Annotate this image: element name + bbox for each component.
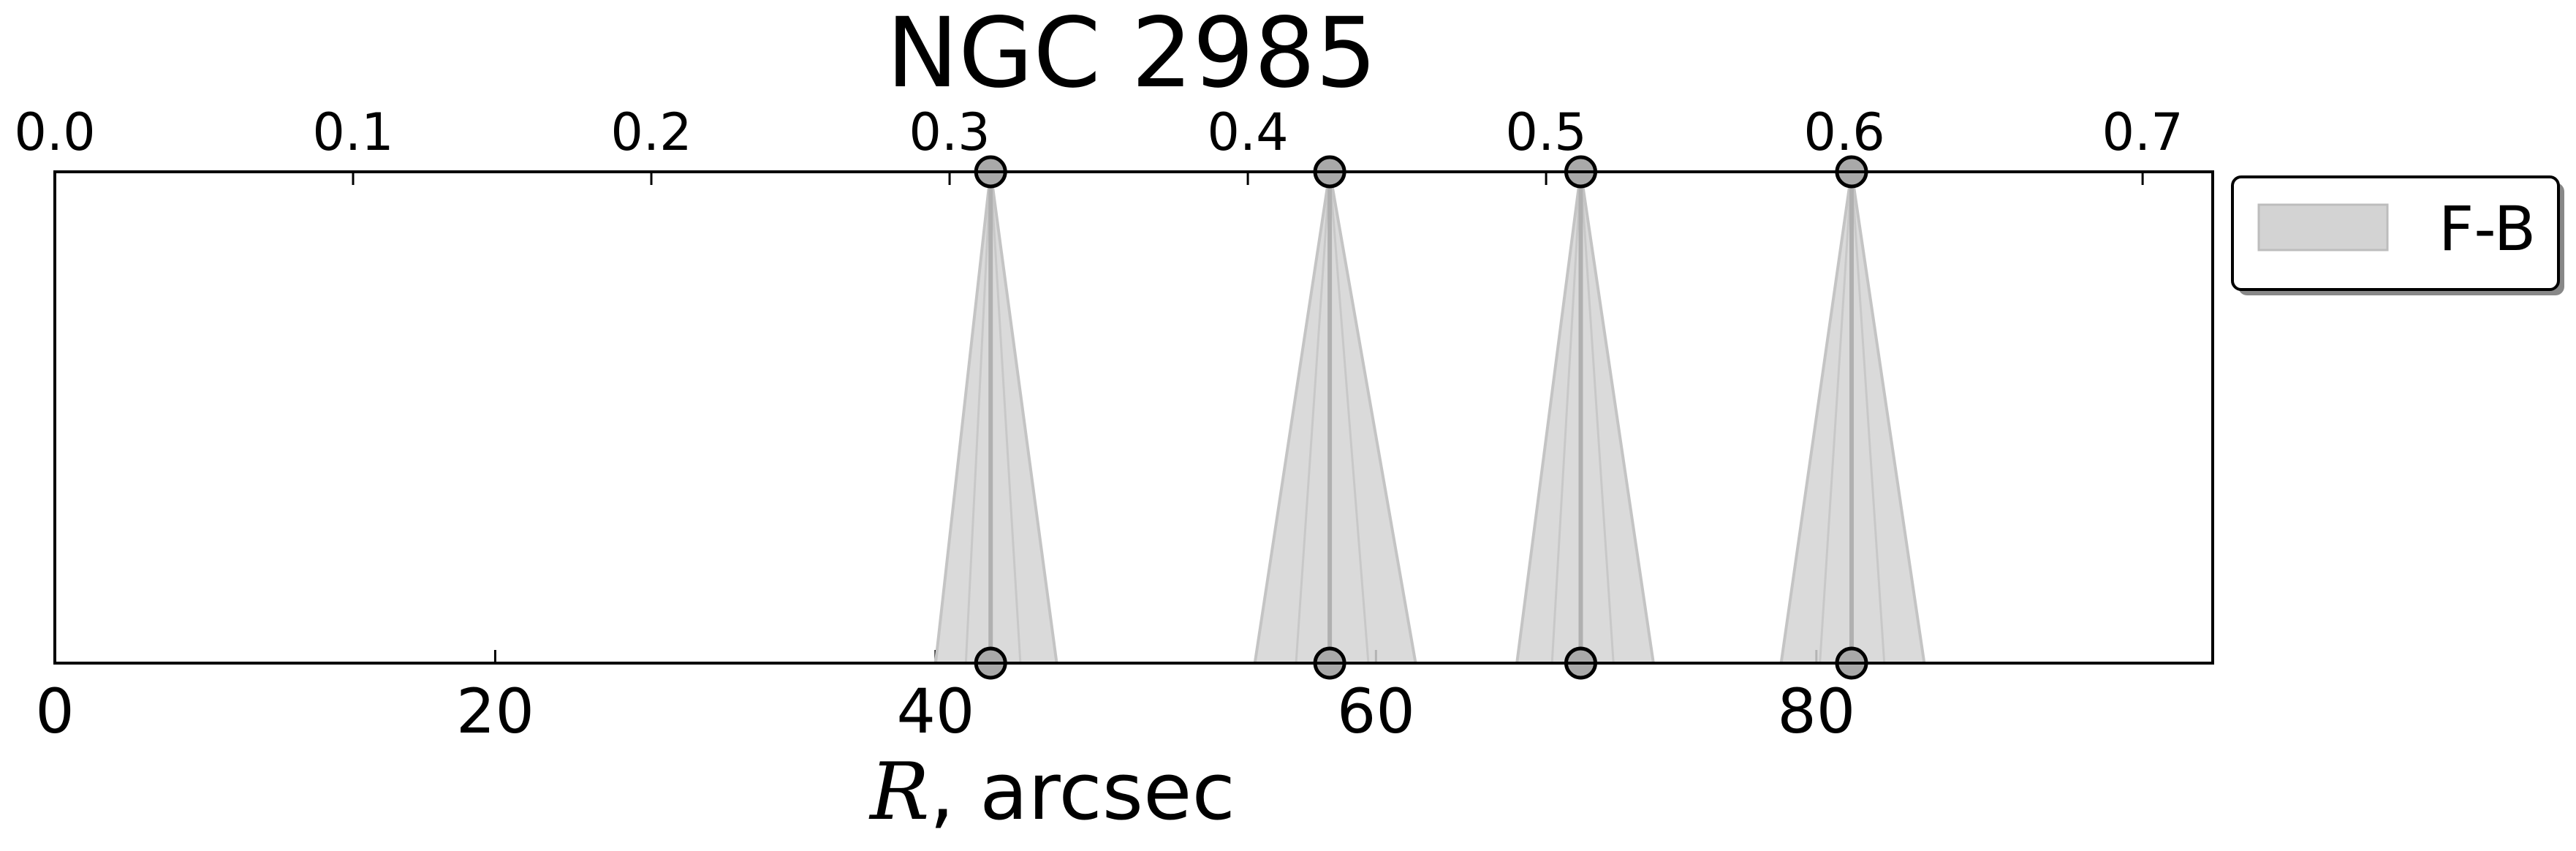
top-tick-label: 0.5 <box>1505 102 1586 162</box>
legend-label: F-B <box>2439 193 2536 265</box>
bottom-tick-label: 20 <box>456 676 534 747</box>
bottom-tick-label: 0 <box>35 676 74 747</box>
top-axis: 0.0 0.1 0.2 0.3 0.4 0.5 0.6 0.7 <box>14 102 2183 185</box>
top-tick-label: 0.1 <box>312 102 393 162</box>
chart-title: NGC 2985 <box>886 0 1376 110</box>
x-axis-label-symbol: R <box>868 746 929 838</box>
bottom-axis: 0 20 40 60 80 <box>35 650 1855 747</box>
x-axis-label: R, arcsec <box>868 746 1235 838</box>
x-axis-label-rest: , arcsec <box>929 746 1235 838</box>
bottom-tick-label: 80 <box>1777 676 1855 747</box>
top-tick-label: 0.4 <box>1207 102 1288 162</box>
top-tick-label: 0.7 <box>2102 102 2183 162</box>
top-tick-label: 0.6 <box>1803 102 1884 162</box>
top-tick-label: 0.0 <box>14 102 95 162</box>
bottom-tick-label: 40 <box>896 676 974 747</box>
legend: F-B <box>2231 175 2564 295</box>
legend-swatch <box>2257 203 2389 251</box>
bottom-tick-label: 60 <box>1337 676 1415 747</box>
plot-series <box>933 155 1926 680</box>
top-tick-label: 0.3 <box>909 102 990 162</box>
plot-frame <box>53 170 2214 665</box>
top-tick-label: 0.2 <box>610 102 692 162</box>
